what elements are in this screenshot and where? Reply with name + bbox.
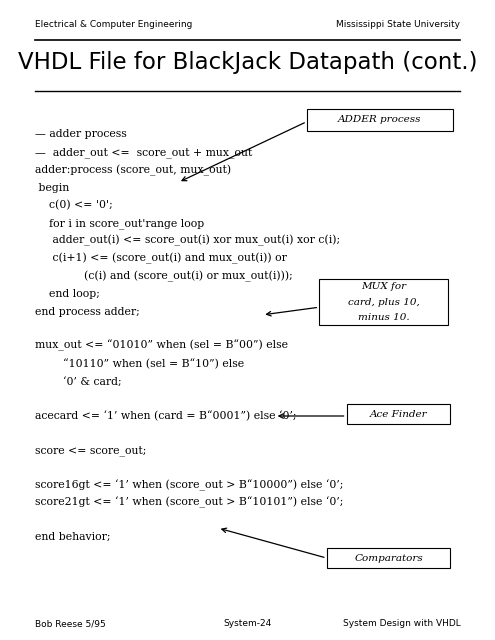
Text: score <= score_out;: score <= score_out; [35,445,146,456]
Text: “10110” when (sel = B“10”) else: “10110” when (sel = B“10”) else [35,358,244,369]
Text: VHDL File for BlackJack Datapath (cont.): VHDL File for BlackJack Datapath (cont.) [18,51,477,74]
Text: Mississippi State University: Mississippi State University [336,20,460,29]
Text: end loop;: end loop; [35,289,99,299]
Text: end behavior;: end behavior; [35,532,110,542]
Text: (c(i) and (score_out(i) or mux_out(i)));: (c(i) and (score_out(i) or mux_out(i))); [35,271,293,282]
Text: score21gt <= ‘1’ when (score_out > B“10101”) else ‘0’;: score21gt <= ‘1’ when (score_out > B“101… [35,497,343,508]
Text: mux_out <= “01010” when (sel = B“00”) else: mux_out <= “01010” when (sel = B“00”) el… [35,340,288,351]
Text: card, plus 10,: card, plus 10, [348,298,419,307]
Text: ‘0’ & card;: ‘0’ & card; [35,376,121,387]
Text: — adder process: — adder process [35,129,126,140]
Text: Bob Reese 5/95: Bob Reese 5/95 [35,620,105,628]
Text: end process adder;: end process adder; [35,307,140,317]
Text: minus 10.: minus 10. [358,313,409,322]
Text: ADDER process: ADDER process [338,115,422,124]
Text: System Design with VHDL: System Design with VHDL [343,620,460,628]
Text: Ace Finder: Ace Finder [370,410,427,419]
Text: —  adder_out <=  score_out + mux_out: — adder_out <= score_out + mux_out [35,147,252,157]
Bar [327,548,450,568]
Text: System-24: System-24 [223,620,272,628]
Bar [307,109,453,131]
Text: acecard <= ‘1’ when (card = B“0001”) else ‘0’;: acecard <= ‘1’ when (card = B“0001”) els… [35,411,296,421]
Text: c(i+1) <= (score_out(i) and mux_out(i)) or: c(i+1) <= (score_out(i) and mux_out(i)) … [35,253,287,264]
Text: adder_out(i) <= score_out(i) xor mux_out(i) xor c(i);: adder_out(i) <= score_out(i) xor mux_out… [35,235,340,246]
Text: Electrical & Computer Engineering: Electrical & Computer Engineering [35,20,192,29]
Text: c(0) <= '0';: c(0) <= '0'; [35,200,112,211]
Text: MUX for: MUX for [361,282,406,291]
Text: adder:process (score_out, mux_out): adder:process (score_out, mux_out) [35,164,231,176]
Text: score16gt <= ‘1’ when (score_out > B“10000”) else ‘0’;: score16gt <= ‘1’ when (score_out > B“100… [35,479,343,491]
Text: begin: begin [35,183,69,193]
Bar [346,404,450,424]
Text: Comparators: Comparators [354,554,423,563]
Bar [319,279,448,325]
Text: for i in score_out'range loop: for i in score_out'range loop [35,218,204,228]
